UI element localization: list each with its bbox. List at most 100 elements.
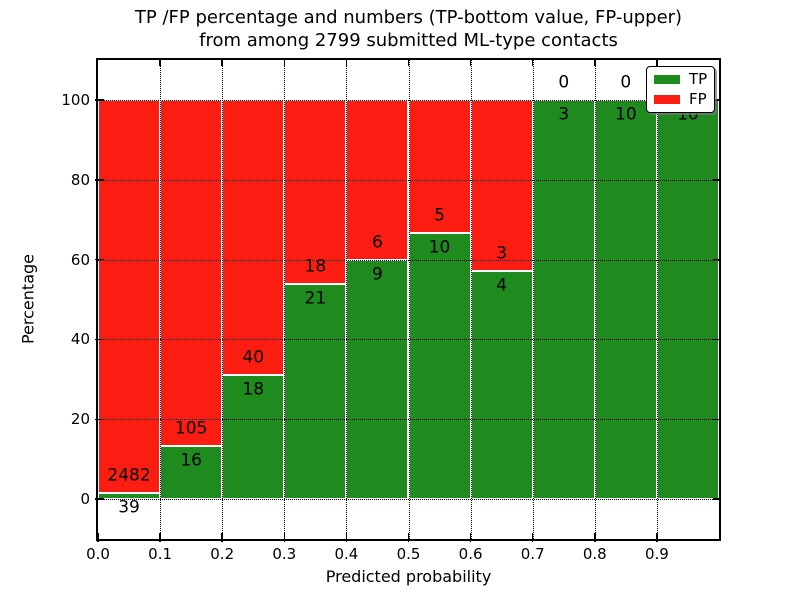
legend-box: TP FP [646, 66, 715, 113]
y-tick [95, 258, 104, 261]
y-tick-label: 40 [70, 330, 90, 349]
y-tick [95, 418, 104, 420]
y-tick-label: 80 [70, 170, 90, 189]
y-axis-label: Percentage [18, 253, 38, 345]
x-tick [594, 60, 596, 66]
fp-count-label: 0 [620, 72, 632, 93]
x-tick [283, 60, 286, 66]
x-tick [345, 60, 348, 66]
y-tick [713, 338, 719, 341]
fp-bar-segment [160, 99, 223, 447]
fp-count-label: 2482 [107, 465, 151, 486]
tp-bar-segment [346, 259, 409, 500]
fp-count-label: 105 [174, 418, 208, 439]
tp-bar-segment [408, 232, 471, 500]
x-gridline [532, 60, 534, 539]
y-tick-label: 20 [70, 410, 90, 429]
x-tick [407, 60, 410, 66]
x-tick-label: 0.3 [272, 545, 297, 563]
x-tick [159, 60, 161, 66]
tp-bar-segment [284, 284, 347, 500]
x-gridline [594, 60, 596, 539]
tp-count-label: 10 [615, 104, 637, 125]
y-tick [95, 338, 104, 341]
tp-bar-segment [470, 270, 533, 500]
tp-bar-segment [222, 375, 285, 500]
tp-count-label: 9 [372, 264, 383, 285]
fp-bar-segment [98, 99, 161, 493]
x-gridline [656, 60, 658, 539]
x-axis-label: Predicted probability [325, 567, 492, 586]
y-tick [713, 418, 719, 420]
x-tick [594, 533, 596, 542]
tp-bar-segment [98, 492, 161, 500]
tp-count-label: 18 [242, 379, 265, 400]
x-tick-label: 0.8 [582, 545, 607, 563]
fp-legend-label: FP [689, 89, 707, 108]
y-tick [95, 179, 104, 181]
fp-count-label: 5 [434, 205, 445, 226]
x-tick [531, 533, 534, 542]
tp-count-label: 21 [304, 288, 327, 309]
tp-legend-swatch [654, 75, 680, 85]
x-gridline [222, 60, 224, 539]
x-tick [407, 533, 410, 542]
y-tick-label: 60 [70, 250, 90, 269]
y-tick-label: 0 [80, 490, 90, 509]
x-tick [531, 60, 534, 66]
fp-count-label: 40 [242, 347, 265, 368]
x-tick [159, 533, 161, 542]
tp-count-label: 39 [118, 497, 140, 518]
chart-title-line1: TP /FP percentage and numbers (TP-bottom… [134, 7, 683, 28]
x-tick-label: 0.5 [396, 545, 421, 563]
fp-count-label: 6 [372, 232, 383, 253]
tp-count-label: 10 [428, 237, 451, 258]
x-gridline [346, 60, 348, 539]
x-tick [221, 60, 223, 66]
tp-count-label: 4 [496, 275, 508, 296]
y-tick-label: 100 [61, 90, 90, 109]
legend-row-tp: TP [654, 72, 707, 87]
legend-row-fp: FP [654, 89, 707, 108]
x-gridline [470, 60, 472, 539]
x-tick [345, 533, 348, 542]
fp-bar-segment [408, 99, 471, 233]
x-tick [97, 533, 99, 542]
x-tick [283, 533, 286, 542]
fp-count-label: 3 [496, 243, 508, 264]
tp-count-label: 3 [558, 104, 570, 125]
fp-bar-segment [470, 99, 533, 271]
tp-count-label: 16 [180, 450, 202, 471]
x-tick-label: 0.6 [458, 545, 483, 563]
x-tick [656, 60, 658, 66]
tp-legend-label: TP [689, 70, 708, 89]
chart-title-line2: from among 2799 submitted ML-type contac… [199, 30, 618, 51]
tp-bar-segment [532, 99, 595, 500]
x-tick-label: 0.0 [86, 545, 110, 563]
x-tick [469, 60, 472, 66]
fp-count-label: 18 [304, 256, 327, 277]
fp-bar-segment [284, 99, 347, 285]
tp-bar-segment [656, 99, 719, 500]
x-tick [221, 533, 223, 542]
y-tick [95, 99, 104, 101]
y-tick [713, 258, 719, 261]
plot-area: 2482391051640181821695103403010010 [95, 60, 719, 542]
x-gridline [160, 60, 162, 539]
chart-title: TP /FP percentage and numbers (TP-bottom… [98, 6, 719, 52]
fp-bar-segment [222, 99, 285, 376]
x-tick-label: 0.4 [334, 545, 359, 563]
x-tick-label: 0.7 [520, 545, 545, 563]
y-tick [95, 498, 104, 500]
y-tick [713, 99, 719, 101]
x-tick [656, 533, 658, 542]
x-gridline [408, 60, 410, 539]
x-tick-label: 0.1 [148, 545, 173, 563]
fp-count-label: 0 [558, 72, 570, 93]
y-tick [713, 179, 719, 181]
x-tick [469, 533, 472, 542]
fp-legend-swatch [654, 94, 680, 104]
x-tick-label: 0.2 [210, 545, 235, 563]
tp-bar-segment [594, 99, 657, 500]
